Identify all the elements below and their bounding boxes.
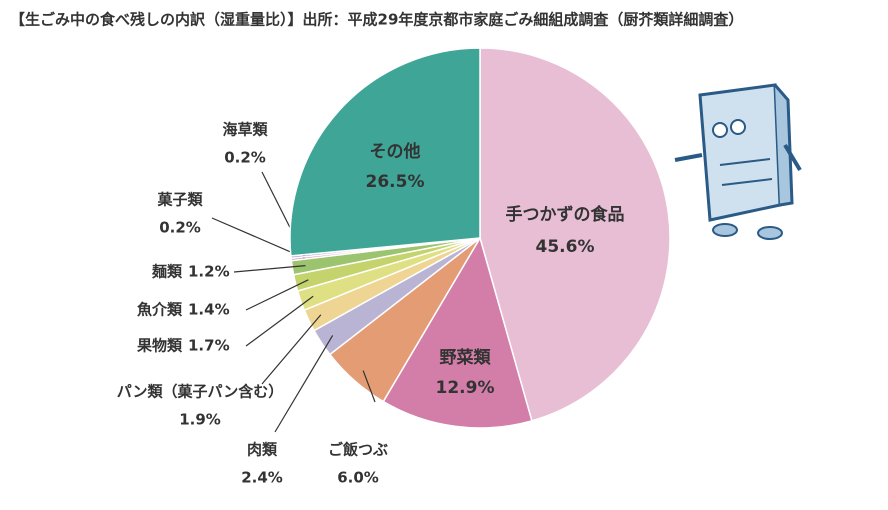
slice-value: 1.4% [188,301,230,319]
leader-line [362,370,376,403]
slice-name: 菓子類 [156,191,203,209]
slice-name: 果物類 [136,337,183,355]
pie-slice [289,47,481,257]
slice-value: 0.2% [159,219,201,237]
slice-name: パン類（菓子パン含む） [117,383,284,401]
slice-name: 肉類 [247,441,278,459]
leader-line [233,265,306,273]
leader-line [245,279,309,311]
slice-name: 海草類 [222,121,268,139]
slice-name: 野菜類 [440,348,492,368]
chart-title: 【生ごみ中の食べ残しの内訳（湿重量比）】出所：平成29年度京都市家庭ごみ細組成調… [10,11,743,29]
leader-line [261,314,322,385]
pie-slice [479,47,671,422]
leader-line [245,295,314,347]
mascot [674,83,802,240]
slice-name: その他 [370,141,421,162]
leader-line [211,217,305,259]
slice-value: 12.9% [436,378,495,398]
slice-value: 0.2% [224,149,266,167]
slice-name: 手つかずの食品 [506,204,625,225]
pie-slice [382,236,533,429]
slice-value: 1.2% [188,263,230,281]
slice-value: 2.4% [241,469,283,487]
slice-name: 麺類 [151,263,183,281]
slice-value: 45.6% [536,237,595,257]
slice-name: 魚介類 [137,301,183,319]
slice-value: 26.5% [366,172,425,192]
slice-value: 1.9% [179,411,221,429]
slice-name: ご飯つぶ [328,441,388,459]
slice-value: 6.0% [337,469,379,487]
leader-line [274,335,334,433]
slice-value: 1.7% [188,337,230,355]
